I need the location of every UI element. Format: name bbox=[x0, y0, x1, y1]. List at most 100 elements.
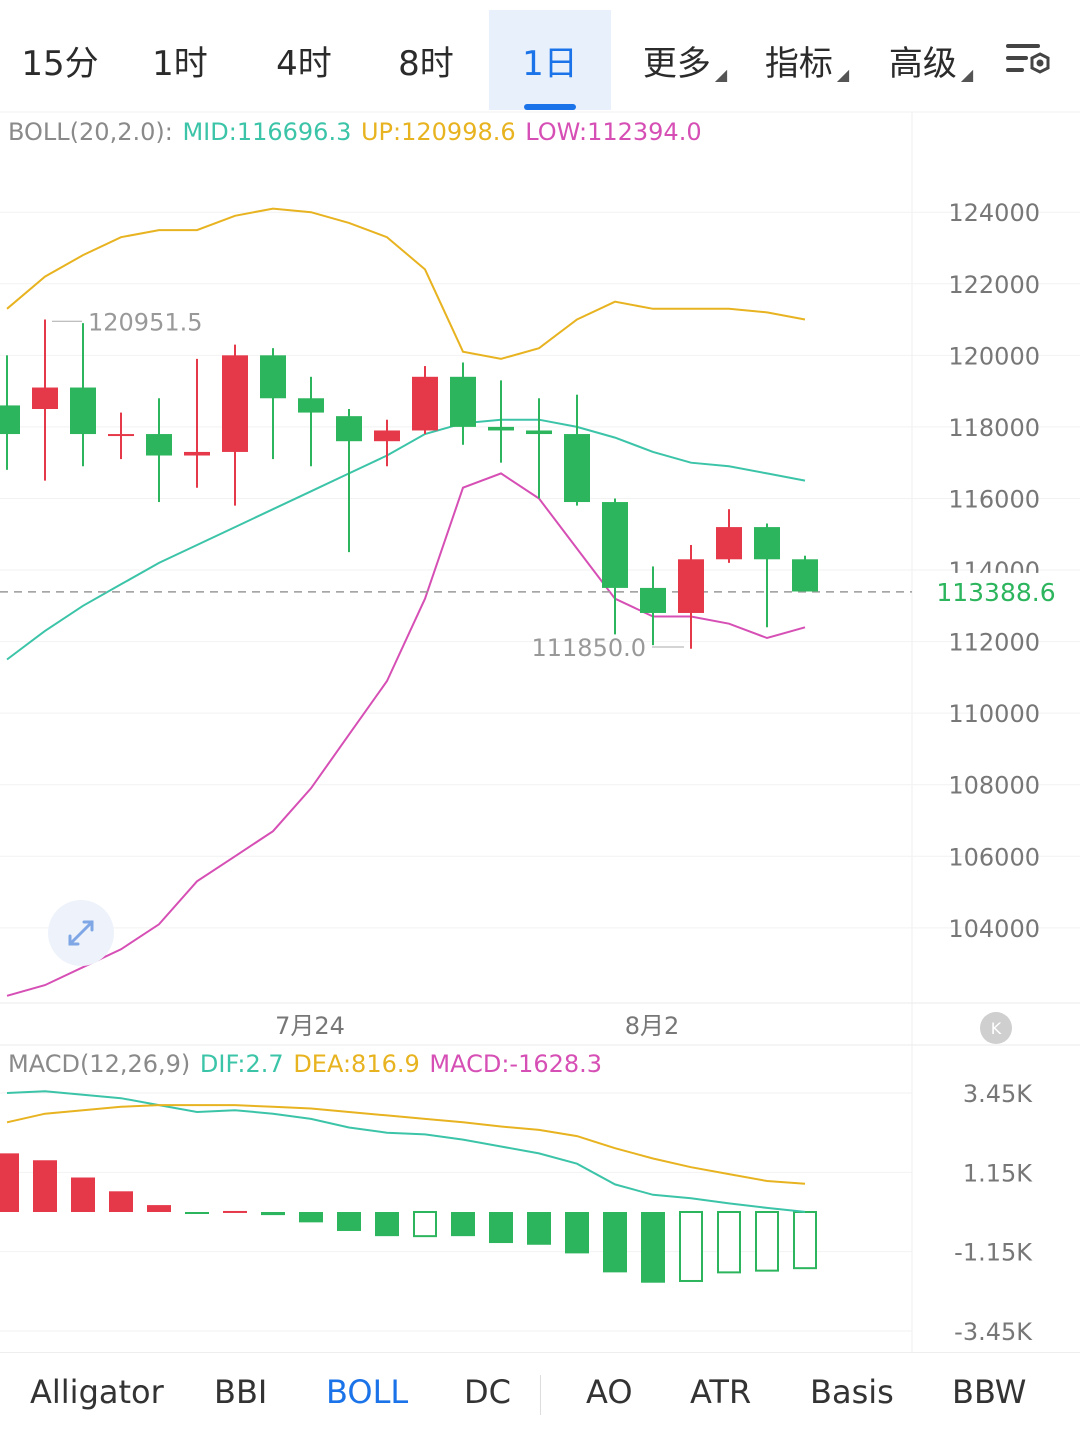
candle-body bbox=[298, 398, 324, 413]
expand-icon bbox=[68, 920, 94, 946]
macd-histogram-bar bbox=[489, 1212, 513, 1244]
y-tick-label: 118000 bbox=[948, 414, 1040, 442]
dropdown-caret-icon: ◢ bbox=[714, 65, 728, 84]
candle-body bbox=[374, 430, 400, 442]
candle-body bbox=[32, 387, 58, 409]
boll-mid-line bbox=[6, 418, 806, 661]
boll-low-line bbox=[6, 472, 806, 997]
timeframe-tabbar: 15分 1时 4时 8时 1日 更多 ◢ 指标 ◢ 高级 ◢ bbox=[0, 0, 1080, 112]
candle-body bbox=[222, 355, 248, 452]
indicator-bbw[interactable]: BBW bbox=[952, 1373, 1027, 1411]
candle-body bbox=[716, 527, 742, 560]
candle-body bbox=[678, 559, 704, 613]
indicator-bbi[interactable]: BBI bbox=[214, 1373, 268, 1411]
macd-histogram-bar bbox=[527, 1212, 551, 1245]
macd-legend-dif: DIF:2.7 bbox=[199, 1050, 284, 1078]
macd-legend-name: MACD(12,26,9) bbox=[8, 1050, 191, 1078]
macd-histogram-bar bbox=[223, 1210, 247, 1213]
macd-y-tick-label: -1.15K bbox=[954, 1239, 1033, 1267]
macd-histogram-bar bbox=[109, 1191, 133, 1212]
boll-legend-mid: MID:116696.3 bbox=[182, 118, 352, 146]
macd-histogram-bar bbox=[641, 1212, 665, 1283]
tab-1d[interactable]: 1日 bbox=[489, 10, 611, 110]
macd-histogram-bar bbox=[0, 1153, 19, 1212]
macd-histogram-bar bbox=[147, 1205, 171, 1212]
macd-histogram-bar bbox=[413, 1211, 437, 1238]
y-tick-label: 116000 bbox=[948, 485, 1040, 513]
macd-legend-dea: DEA:816.9 bbox=[293, 1050, 420, 1078]
active-tab-indicator bbox=[524, 104, 576, 110]
indicator-atr[interactable]: ATR bbox=[690, 1373, 752, 1411]
chart-settings-icon[interactable] bbox=[1000, 36, 1060, 86]
macd-histogram-bar bbox=[565, 1212, 589, 1254]
macd-histogram-bar bbox=[337, 1212, 361, 1231]
y-tick-label: 122000 bbox=[948, 271, 1040, 299]
candle-body bbox=[488, 426, 514, 431]
indicator-dc[interactable]: DC bbox=[464, 1373, 511, 1411]
macd-dea-line bbox=[6, 1104, 806, 1185]
indicator-divider bbox=[540, 1375, 541, 1415]
candle-body bbox=[260, 355, 286, 399]
y-tick-label: 124000 bbox=[948, 199, 1040, 227]
tab-8h[interactable]: 8时 bbox=[398, 43, 454, 84]
indicator-ao[interactable]: AO bbox=[586, 1373, 633, 1411]
candle-body bbox=[754, 527, 780, 560]
macd-histogram-bar bbox=[185, 1212, 209, 1214]
macd-histogram-bar bbox=[33, 1160, 57, 1212]
low-marker-label: 111850.0 bbox=[531, 634, 646, 662]
macd-histogram-bar bbox=[679, 1211, 703, 1282]
indicator-alligator[interactable]: Alligator bbox=[30, 1373, 164, 1411]
macd-histogram-bar bbox=[299, 1212, 323, 1223]
boll-legend-low: LOW:112394.0 bbox=[525, 118, 702, 146]
tab-more[interactable]: 更多 ◢ bbox=[642, 43, 728, 85]
boll-legend-name: BOLL(20,2.0): bbox=[8, 118, 173, 146]
boll-legend: BOLL(20,2.0): MID:116696.3 UP:120998.6 L… bbox=[8, 118, 704, 146]
x-tick-label: 8月2 bbox=[625, 1012, 680, 1040]
candle-body bbox=[336, 416, 362, 442]
candle-body bbox=[450, 376, 476, 427]
macd-histogram-bar bbox=[717, 1211, 741, 1274]
tab-4h[interactable]: 4时 bbox=[276, 43, 332, 84]
macd-legend: MACD(12,26,9) DIF:2.7 DEA:816.9 MACD:-16… bbox=[8, 1050, 604, 1078]
y-tick-label: 108000 bbox=[948, 772, 1040, 800]
y-tick-label: 104000 bbox=[948, 915, 1040, 943]
expand-chart-button[interactable] bbox=[48, 900, 114, 966]
candle-body bbox=[412, 376, 438, 431]
macd-dif-line bbox=[6, 1090, 806, 1213]
candle-body bbox=[0, 405, 20, 435]
y-tick-label: 110000 bbox=[948, 700, 1040, 728]
indicator-basis[interactable]: Basis bbox=[810, 1373, 894, 1411]
macd-y-tick-label: 1.15K bbox=[963, 1159, 1033, 1187]
tab-advanced[interactable]: 高级 ◢ bbox=[888, 43, 974, 85]
macd-histogram-bar bbox=[793, 1211, 817, 1270]
candle-body bbox=[108, 434, 134, 437]
macd-histogram-bar bbox=[603, 1212, 627, 1273]
boll-up-line bbox=[6, 207, 806, 360]
candle-body bbox=[526, 430, 552, 435]
dropdown-caret-icon: ◢ bbox=[836, 65, 850, 84]
y-tick-label: 120000 bbox=[948, 342, 1040, 370]
macd-histogram-bar bbox=[261, 1212, 285, 1216]
high-marker-label: 120951.5 bbox=[88, 308, 203, 336]
scroll-to-latest-button[interactable]: K bbox=[980, 1012, 1012, 1044]
macd-histogram-bar bbox=[71, 1177, 95, 1212]
y-tick-label: 112000 bbox=[948, 629, 1040, 657]
dropdown-caret-icon: ◢ bbox=[960, 65, 974, 84]
candle-body bbox=[602, 502, 628, 588]
current-price-label: 113388.6 bbox=[936, 578, 1055, 607]
tab-indicators[interactable]: 指标 ◢ bbox=[764, 43, 850, 85]
candle-body bbox=[640, 587, 666, 613]
boll-legend-up: UP:120998.6 bbox=[360, 118, 516, 146]
macd-histogram-bar bbox=[755, 1211, 779, 1272]
tab-1h[interactable]: 1时 bbox=[152, 43, 208, 84]
macd-legend-macd: MACD:-1628.3 bbox=[429, 1050, 603, 1078]
indicator-boll[interactable]: BOLL bbox=[326, 1373, 409, 1411]
macd-histogram-bar bbox=[451, 1212, 475, 1237]
price-chart[interactable]: 1240001220001200001180001160001140001120… bbox=[0, 0, 1080, 1352]
indicator-bar: Alligator BBI BOLL DC AO ATR Basis BBW bbox=[0, 1352, 1080, 1436]
candle-body bbox=[184, 451, 210, 456]
candle-body bbox=[146, 434, 172, 456]
candle-body bbox=[564, 434, 590, 503]
x-tick-label: 7月24 bbox=[275, 1012, 345, 1040]
tab-15m[interactable]: 15分 bbox=[21, 43, 99, 84]
